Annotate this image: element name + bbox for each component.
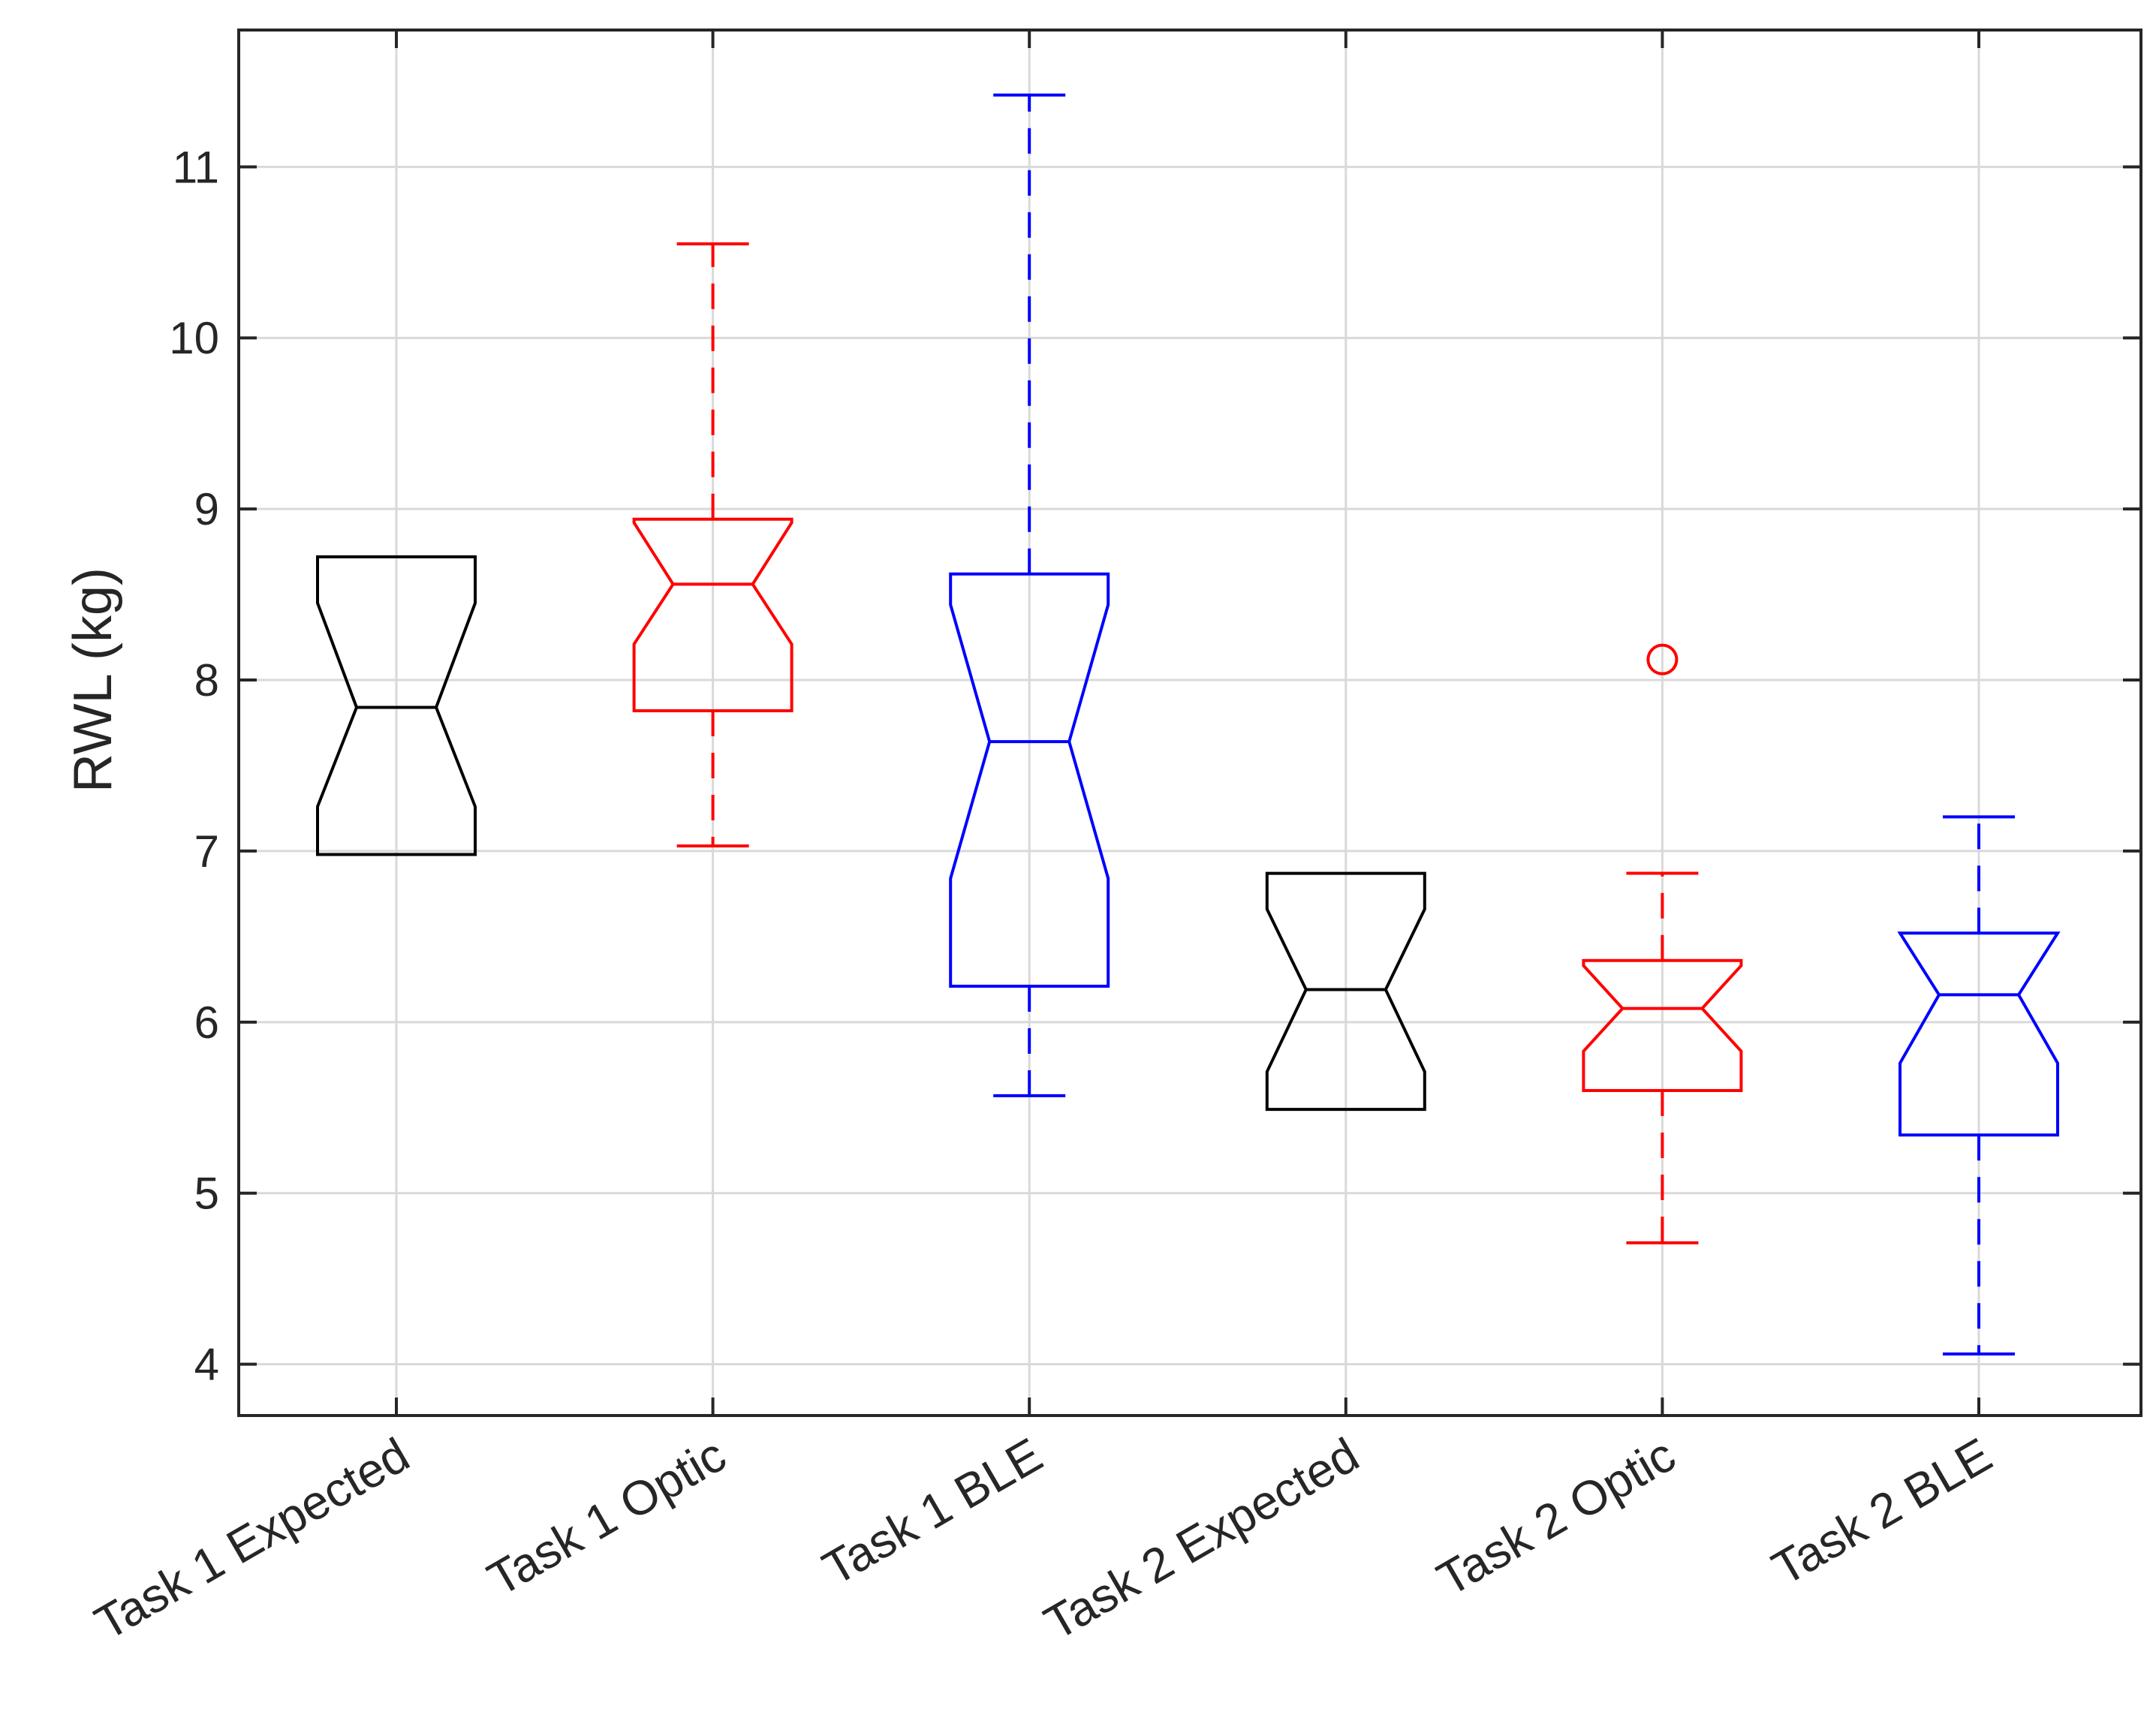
notched-box (632, 517, 793, 712)
notched-box (1897, 931, 2061, 1137)
y-tick-label: 11 (173, 142, 219, 192)
box-5 (1582, 643, 1743, 1244)
x-category-label: Task 1 BLE (814, 1428, 1051, 1596)
x-category-label: Task 2 BLE (1763, 1428, 2001, 1596)
x-category-label: Task 2 Expected (1035, 1428, 1368, 1650)
notched-box (1265, 871, 1426, 1112)
y-tick-label: 7 (194, 826, 219, 877)
box-2 (632, 242, 793, 848)
y-tick-label: 5 (194, 1169, 219, 1219)
y-tick-label: 4 (194, 1340, 219, 1390)
x-category-label: Task 1 Expected (86, 1428, 418, 1650)
boxes (316, 93, 2061, 1355)
outlier-point (1646, 643, 1679, 675)
notched-box (949, 572, 1110, 988)
box-3 (949, 93, 1110, 1097)
x-category-label: Task 1 Optic (479, 1428, 735, 1606)
y-tick-label: 6 (194, 997, 219, 1048)
y-tick-label: 10 (169, 313, 219, 363)
y-tick-label: 9 (194, 484, 219, 534)
axis-ticks: 4 5 6 7 8 9 10 11 Task 1 Expected Task 1 Optic Tas… (86, 30, 2141, 1650)
grid-lines (239, 30, 2141, 1416)
notched-box (316, 555, 477, 856)
y-tick-label: 8 (194, 655, 219, 706)
x-category-label: Task 2 Optic (1428, 1428, 1684, 1606)
box-6 (1897, 815, 2061, 1355)
box-4 (1265, 871, 1426, 1112)
notched-box (1582, 958, 1743, 1092)
plot-frame (237, 29, 2142, 1417)
y-axis-title: RWL (kg) (63, 567, 123, 793)
box-1 (316, 555, 477, 856)
